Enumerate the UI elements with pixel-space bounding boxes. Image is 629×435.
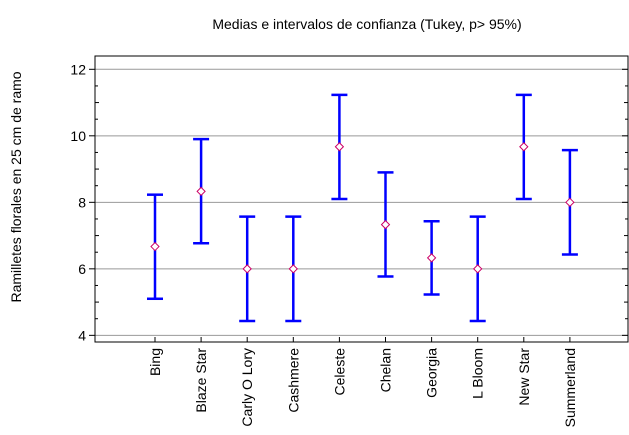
mean-marker [519, 142, 529, 152]
interval-bar [331, 93, 348, 201]
y-tick-label: 4 [78, 327, 86, 343]
interval-bar [193, 137, 210, 245]
interval-bar [423, 220, 440, 296]
mean-marker [380, 219, 391, 230]
x-tick-label: New Star [516, 348, 532, 406]
x-tick-label: Summerland [562, 348, 578, 427]
interval-bar [515, 93, 532, 201]
chart-title: Medias e intervalos de confianza (Tukey,… [212, 16, 521, 32]
x-tick-label: Cashmere [285, 348, 301, 413]
y-tick-label: 12 [70, 61, 86, 77]
mean-marker [196, 186, 206, 197]
mean-marker [242, 264, 252, 274]
interval-bar [377, 171, 394, 278]
x-tick-label: L Bloom [470, 348, 486, 399]
x-tick-label: Georgia [424, 348, 440, 398]
x-axis-ticks: Bing Blaze Star Carly O Lory Cashmere Celest… [147, 337, 578, 427]
mean-marker [426, 253, 437, 263]
mean-marker [565, 197, 575, 208]
y-axis-label: Ramilletes florales en 25 cm de ramo [8, 71, 24, 302]
grid-lines [95, 68, 628, 336]
interval-bar [239, 215, 256, 323]
x-tick-label: Blaze Star [193, 348, 209, 413]
mean-marker [288, 264, 299, 274]
plot-frame [94, 55, 629, 343]
x-tick-label: Carly O Lory [239, 348, 255, 427]
interval-bar [469, 215, 486, 323]
y-axis-ticks: 4 6 8 10 12 [70, 61, 628, 343]
interval-bars [147, 93, 578, 323]
interval-bar [285, 215, 302, 323]
mean-marker [334, 142, 345, 152]
y-tick-label: 6 [78, 261, 86, 277]
mean-marker [150, 241, 160, 252]
x-tick-label: Bing [147, 348, 163, 376]
x-tick-label: Chelan [378, 348, 394, 392]
mean-marker [472, 264, 483, 274]
interval-bar [561, 148, 578, 256]
y-tick-label: 10 [70, 128, 86, 144]
x-tick-label: Celeste [331, 348, 347, 396]
interval-bar [147, 193, 163, 301]
y-tick-label: 8 [78, 194, 86, 210]
